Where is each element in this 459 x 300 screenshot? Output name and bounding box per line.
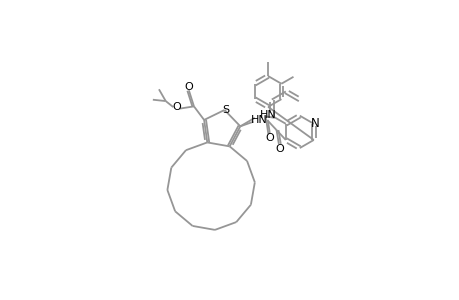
Text: O: O (172, 102, 180, 112)
Text: O: O (265, 133, 274, 143)
Text: S: S (222, 105, 229, 115)
Text: HN: HN (259, 110, 276, 120)
Text: N: N (310, 116, 319, 130)
Text: O: O (274, 143, 283, 154)
Text: HN: HN (251, 115, 267, 125)
Text: O: O (184, 82, 193, 92)
